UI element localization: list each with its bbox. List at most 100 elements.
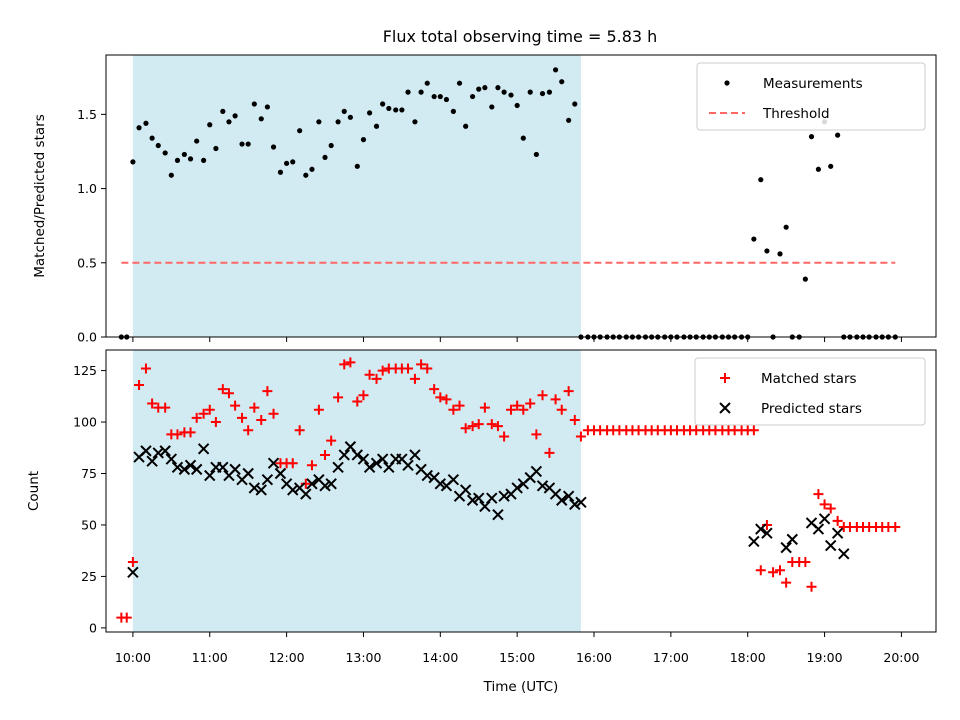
predicted-star-point bbox=[332, 461, 344, 474]
matched-star-point bbox=[339, 359, 350, 370]
measurement-point bbox=[808, 134, 815, 140]
measurement-point bbox=[514, 102, 520, 109]
matched-star-point bbox=[127, 557, 138, 568]
y-tick-label: 1.5 bbox=[77, 107, 97, 122]
measurement-point bbox=[764, 248, 770, 254]
matched-star-point bbox=[813, 489, 824, 500]
predicted-star-point bbox=[409, 449, 421, 461]
matched-star-point bbox=[223, 388, 234, 399]
predicted-star-point bbox=[217, 461, 229, 474]
predicted-star-point bbox=[306, 478, 318, 490]
predicted-star-point bbox=[818, 513, 831, 525]
predicted-star-point bbox=[159, 445, 171, 457]
measurement-point bbox=[251, 101, 257, 107]
predicted-star-point bbox=[300, 488, 312, 500]
y-axis-label: Matched/Predicted stars bbox=[32, 114, 48, 277]
predicted-star-point bbox=[402, 459, 414, 471]
predicted-star-point bbox=[376, 453, 389, 465]
measurement-point bbox=[802, 276, 808, 282]
matched-star-point bbox=[512, 400, 523, 411]
x-tick-label: 11:00 bbox=[192, 650, 228, 665]
matched-star-point bbox=[460, 423, 471, 434]
y-axis-label: Count bbox=[26, 471, 42, 511]
predicted-star-point bbox=[569, 498, 581, 511]
measurement-point bbox=[270, 144, 277, 150]
predicted-star-point bbox=[780, 541, 792, 554]
measurement-point bbox=[482, 85, 488, 91]
matched-star-point bbox=[345, 357, 356, 368]
predicted-star-point bbox=[755, 523, 767, 535]
predicted-star-point bbox=[146, 455, 158, 467]
measurement-point bbox=[489, 104, 495, 110]
measurement-point bbox=[418, 89, 424, 95]
measurement-point bbox=[220, 108, 226, 114]
matched-star-point bbox=[518, 404, 529, 415]
matched-star-point bbox=[806, 581, 817, 592]
measurement-point bbox=[546, 89, 553, 95]
predicted-star-point bbox=[248, 482, 261, 494]
measurement-point bbox=[341, 108, 347, 114]
predicted-star-point bbox=[338, 449, 350, 461]
x-tick-label: 20:00 bbox=[883, 650, 919, 665]
predicted-star-point bbox=[748, 535, 760, 548]
measurement-point bbox=[572, 101, 578, 107]
predicted-star-point bbox=[152, 447, 164, 459]
matched-star-point bbox=[160, 402, 171, 413]
y-tick-label: 0 bbox=[89, 620, 97, 635]
matched-star-point bbox=[313, 404, 324, 415]
measurement-point bbox=[174, 157, 181, 163]
matched-star-point bbox=[409, 373, 420, 384]
matched-star-point bbox=[531, 429, 542, 440]
measurement-point bbox=[207, 122, 213, 128]
series-matched-stars bbox=[116, 357, 901, 623]
measurement-point bbox=[815, 166, 822, 172]
x-tick-label: 17:00 bbox=[653, 650, 689, 665]
measurement-point bbox=[437, 93, 443, 100]
matched-star-point bbox=[781, 577, 792, 588]
matched-star-point bbox=[556, 404, 567, 415]
figure-title: Flux total observing time = 5.83 h bbox=[383, 27, 658, 46]
measurement-point bbox=[393, 107, 399, 113]
matched-star-point bbox=[358, 390, 369, 401]
measurement-point bbox=[194, 138, 200, 144]
matched-star-point bbox=[320, 449, 331, 460]
legend: Measurements Threshold bbox=[696, 62, 926, 131]
measurement-point bbox=[232, 113, 238, 119]
measurement-point bbox=[354, 163, 360, 169]
matched-star-point bbox=[237, 412, 248, 423]
observing-span-highlight bbox=[132, 55, 581, 337]
matched-star-point bbox=[230, 400, 241, 411]
matched-star-point bbox=[441, 394, 452, 405]
measurement-point bbox=[213, 145, 219, 152]
predicted-star-point bbox=[229, 463, 241, 476]
matched-star-point bbox=[575, 431, 586, 442]
y-tick-label: 125 bbox=[73, 363, 97, 378]
matched-star-point bbox=[563, 386, 574, 397]
y-tick-label: 1.0 bbox=[77, 181, 97, 196]
predicted-star-point bbox=[255, 484, 267, 496]
predicted-star-point bbox=[486, 492, 498, 504]
measurement-point bbox=[303, 172, 309, 178]
predicted-star-point bbox=[267, 457, 280, 469]
x-tick-label: 14:00 bbox=[422, 650, 458, 665]
predicted-star-point bbox=[434, 478, 447, 490]
predicted-star-point bbox=[492, 508, 504, 521]
matched-star-point bbox=[467, 421, 478, 432]
measurement-point bbox=[187, 156, 194, 162]
predicted-star-point bbox=[261, 473, 274, 486]
measurement-point bbox=[424, 80, 430, 86]
x-tick-label: 10:00 bbox=[115, 650, 151, 665]
matched-star-point bbox=[185, 427, 196, 438]
predicted-star-point bbox=[370, 457, 383, 469]
measurement-point bbox=[380, 101, 386, 107]
measurement-point bbox=[527, 89, 533, 95]
measurement-point bbox=[328, 142, 334, 149]
measurement-point bbox=[130, 159, 136, 165]
predicted-star-point bbox=[498, 490, 510, 502]
predicted-star-point bbox=[274, 467, 287, 480]
predicted-star-point bbox=[190, 463, 203, 476]
axes-frame bbox=[105, 54, 937, 338]
measurement-point bbox=[245, 141, 251, 147]
matched-star-point bbox=[550, 394, 561, 405]
matched-star-point bbox=[416, 359, 427, 370]
